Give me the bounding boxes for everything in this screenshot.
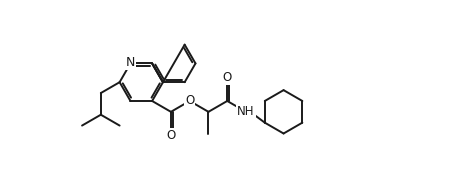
Text: NH: NH — [237, 105, 255, 118]
Text: O: O — [223, 71, 232, 84]
Text: O: O — [166, 129, 175, 142]
Text: O: O — [185, 94, 194, 108]
Text: N: N — [126, 56, 135, 69]
